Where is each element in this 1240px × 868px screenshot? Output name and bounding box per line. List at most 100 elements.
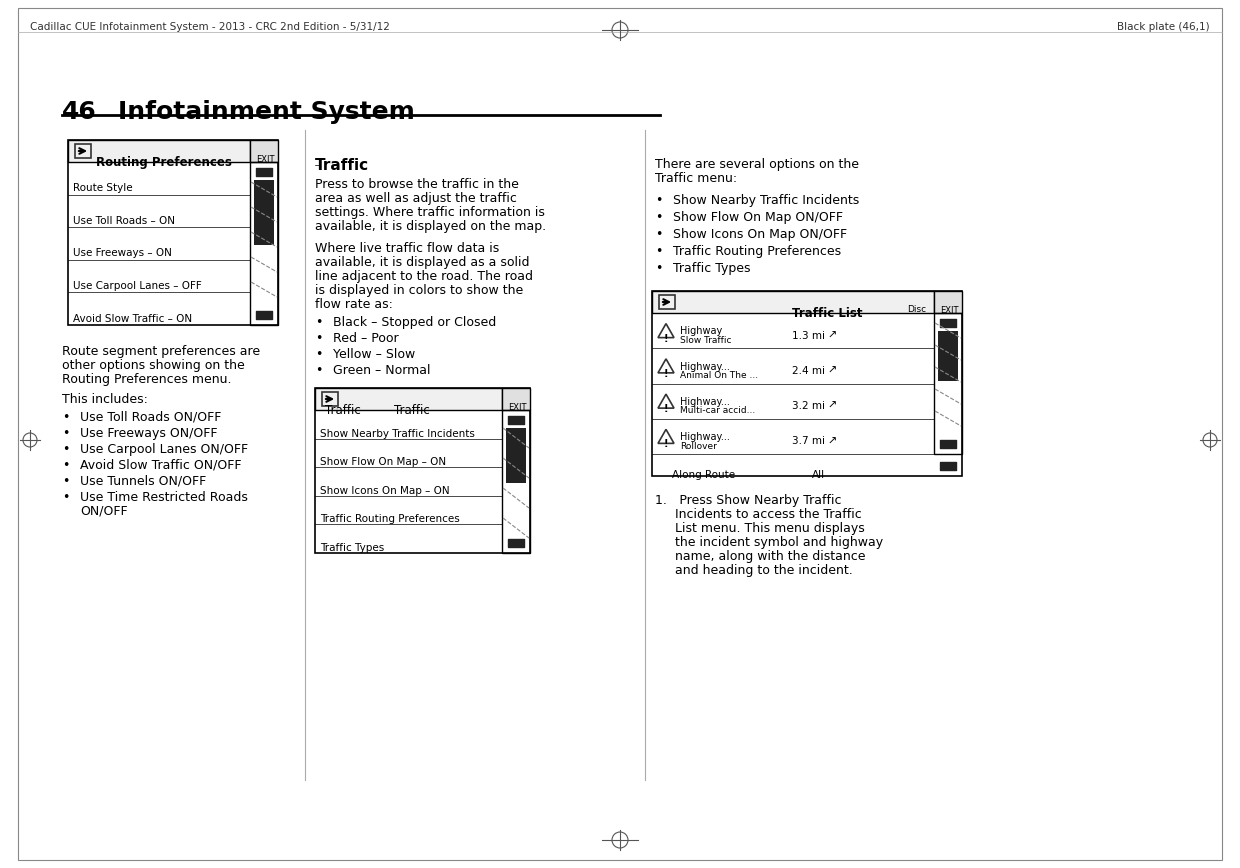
Text: Traffic Routing Preferences: Traffic Routing Preferences (673, 245, 841, 258)
Text: 46: 46 (62, 100, 97, 124)
Text: Traffic List: Traffic List (792, 307, 863, 320)
Text: •: • (655, 194, 662, 207)
Text: Routing Preferences menu.: Routing Preferences menu. (62, 373, 232, 386)
Text: Highway...: Highway... (680, 362, 730, 372)
Text: Red – Poor: Red – Poor (334, 332, 398, 345)
Text: !: ! (663, 333, 668, 344)
Text: Animal On The ...: Animal On The ... (680, 372, 758, 380)
Text: •: • (62, 411, 69, 424)
Bar (68, 140, 278, 325)
Text: Highway...: Highway... (680, 432, 730, 442)
Text: settings. Where traffic information is: settings. Where traffic information is (315, 206, 544, 219)
Text: Black – Stopped or Closed: Black – Stopped or Closed (334, 316, 496, 329)
Text: Yellow – Slow: Yellow – Slow (334, 348, 415, 361)
Text: •: • (62, 475, 69, 488)
Text: EXIT: EXIT (940, 306, 959, 315)
Text: and heading to the incident.: and heading to the incident. (655, 564, 853, 577)
Text: •: • (62, 459, 69, 472)
Text: •: • (315, 316, 322, 329)
Text: Use Toll Roads ON/OFF: Use Toll Roads ON/OFF (81, 411, 222, 424)
Text: Use Carpool Lanes ON/OFF: Use Carpool Lanes ON/OFF (81, 443, 248, 456)
Text: the incident symbol and highway: the incident symbol and highway (655, 536, 883, 549)
Text: Black plate (46,1): Black plate (46,1) (1117, 22, 1210, 32)
Text: Use Toll Roads – ON: Use Toll Roads – ON (73, 216, 175, 226)
Text: Route Style: Route Style (73, 183, 133, 194)
Text: Show Icons On Map – ON: Show Icons On Map – ON (320, 486, 450, 496)
Bar (250, 140, 278, 162)
Text: This includes:: This includes: (62, 393, 148, 406)
Text: •: • (62, 443, 69, 456)
Text: is displayed in colors to show the: is displayed in colors to show the (315, 284, 523, 297)
Text: Traffic menu:: Traffic menu: (655, 172, 737, 185)
Text: Highway...: Highway... (680, 397, 730, 407)
Text: available, it is displayed on the map.: available, it is displayed on the map. (315, 220, 546, 233)
Text: !: ! (663, 369, 668, 378)
Text: Press to browse the traffic in the: Press to browse the traffic in the (315, 178, 518, 191)
Bar (506, 428, 526, 483)
Text: Use Carpool Lanes – OFF: Use Carpool Lanes – OFF (73, 281, 202, 291)
Text: 3.7 mi: 3.7 mi (792, 437, 825, 446)
Text: other options showing on the: other options showing on the (62, 359, 244, 372)
Text: Show Flow On Map ON/OFF: Show Flow On Map ON/OFF (673, 211, 843, 224)
Text: Incidents to access the Traffic: Incidents to access the Traffic (655, 508, 862, 521)
Text: Avoid Slow Traffic ON/OFF: Avoid Slow Traffic ON/OFF (81, 459, 242, 472)
Text: Infotainment System: Infotainment System (118, 100, 415, 124)
Text: name, along with the distance: name, along with the distance (655, 550, 866, 563)
Text: ↗: ↗ (827, 401, 836, 411)
Text: available, it is displayed as a solid: available, it is displayed as a solid (315, 256, 529, 269)
Text: Where live traffic flow data is: Where live traffic flow data is (315, 242, 500, 255)
Text: Use Freeways – ON: Use Freeways – ON (73, 248, 172, 259)
Text: Use Freeways ON/OFF: Use Freeways ON/OFF (81, 427, 217, 440)
Text: Highway: Highway (680, 326, 722, 337)
Text: •: • (315, 364, 322, 377)
Text: •: • (655, 228, 662, 241)
Text: Show Icons On Map ON/OFF: Show Icons On Map ON/OFF (673, 228, 847, 241)
Text: Traffic Types: Traffic Types (320, 543, 384, 553)
Text: Traffic: Traffic (394, 404, 430, 417)
Bar (322, 392, 339, 406)
Bar (315, 388, 502, 410)
Text: •: • (655, 262, 662, 275)
Text: EXIT: EXIT (508, 403, 527, 412)
Text: Traffic: Traffic (325, 404, 361, 417)
Text: !: ! (663, 439, 668, 450)
Text: Rollover: Rollover (680, 442, 717, 450)
Text: ↗: ↗ (827, 331, 836, 340)
Bar (658, 295, 675, 309)
Text: Cadillac CUE Infotainment System - 2013 - CRC 2nd Edition - 5/31/12: Cadillac CUE Infotainment System - 2013 … (30, 22, 389, 32)
Text: Traffic Types: Traffic Types (673, 262, 750, 275)
Text: Along Route: Along Route (672, 470, 735, 480)
Bar (652, 291, 934, 313)
Text: Traffic Routing Preferences: Traffic Routing Preferences (320, 515, 460, 524)
Bar (315, 388, 529, 553)
Text: Traffic: Traffic (315, 158, 370, 173)
Text: ↗: ↗ (827, 437, 836, 446)
Text: All: All (812, 470, 825, 480)
Text: There are several options on the: There are several options on the (655, 158, 859, 171)
Text: Show Nearby Traffic Incidents: Show Nearby Traffic Incidents (673, 194, 859, 207)
Text: Routing Preferences: Routing Preferences (95, 156, 232, 169)
Text: Show Flow On Map – ON: Show Flow On Map – ON (320, 457, 446, 467)
Bar (502, 388, 529, 410)
Bar (652, 291, 962, 476)
Bar (68, 140, 250, 162)
Text: Use Tunnels ON/OFF: Use Tunnels ON/OFF (81, 475, 206, 488)
Bar (934, 291, 962, 313)
Bar (254, 180, 274, 245)
Text: flow rate as:: flow rate as: (315, 298, 393, 311)
Text: List menu. This menu displays: List menu. This menu displays (655, 522, 864, 535)
Bar (502, 410, 529, 553)
Text: Avoid Slow Traffic – ON: Avoid Slow Traffic – ON (73, 313, 192, 324)
Text: Slow Traffic: Slow Traffic (680, 336, 732, 345)
Text: EXIT: EXIT (255, 155, 274, 164)
Text: Use Time Restricted Roads: Use Time Restricted Roads (81, 491, 248, 504)
Text: area as well as adjust the traffic: area as well as adjust the traffic (315, 192, 517, 205)
Text: 3.2 mi: 3.2 mi (792, 401, 825, 411)
Text: •: • (62, 427, 69, 440)
Text: •: • (655, 245, 662, 258)
Text: 1.3 mi: 1.3 mi (792, 331, 825, 340)
Text: ↗: ↗ (827, 366, 836, 376)
Text: 2.4 mi: 2.4 mi (792, 366, 825, 376)
Text: Show Nearby Traffic Incidents: Show Nearby Traffic Incidents (320, 429, 475, 438)
Text: line adjacent to the road. The road: line adjacent to the road. The road (315, 270, 533, 283)
